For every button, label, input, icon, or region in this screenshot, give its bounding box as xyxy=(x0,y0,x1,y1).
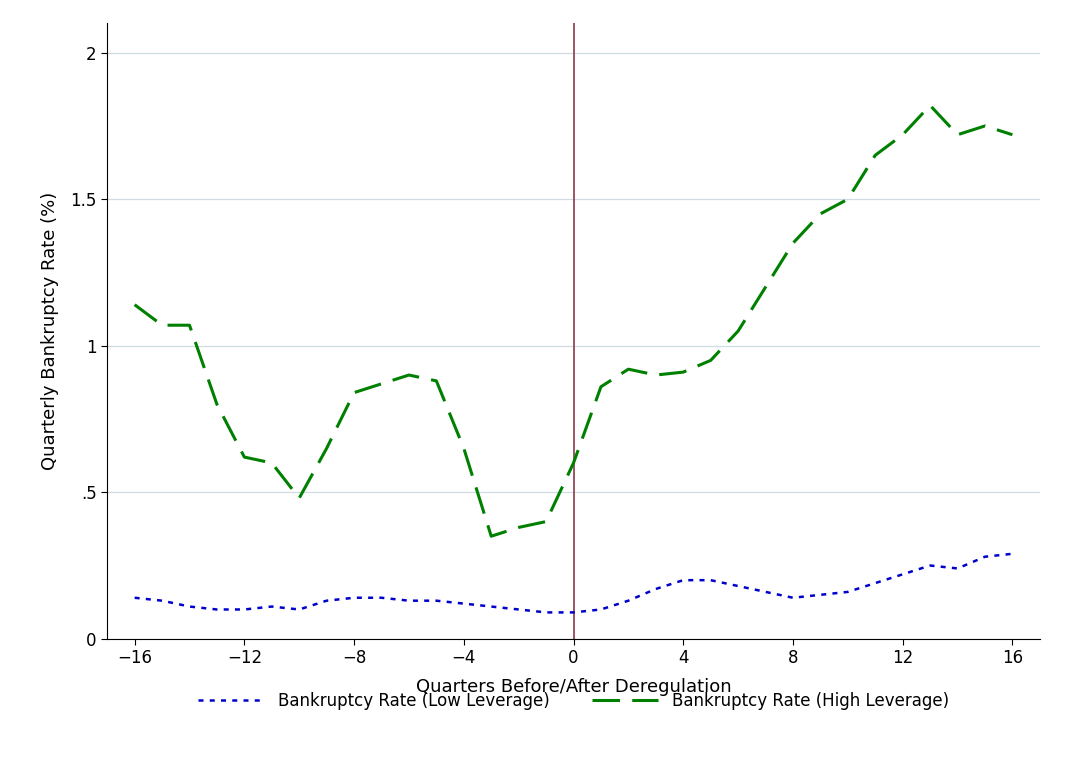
Bankruptcy Rate (High Leverage) xyxy=(402,370,415,379)
Bankruptcy Rate (High Leverage) xyxy=(430,376,443,386)
Bankruptcy Rate (High Leverage) xyxy=(622,365,635,374)
Bankruptcy Rate (Low Leverage) xyxy=(238,605,251,614)
Bankruptcy Rate (Low Leverage) xyxy=(622,596,635,605)
Bankruptcy Rate (Low Leverage) xyxy=(512,605,525,614)
Bankruptcy Rate (Low Leverage) xyxy=(293,605,306,614)
Bankruptcy Rate (Low Leverage) xyxy=(595,605,608,614)
Bankruptcy Rate (High Leverage) xyxy=(842,195,854,204)
Bankruptcy Rate (High Leverage) xyxy=(787,238,800,248)
Bankruptcy Rate (Low Leverage) xyxy=(485,602,497,612)
Y-axis label: Quarterly Bankruptcy Rate (%): Quarterly Bankruptcy Rate (%) xyxy=(42,192,59,471)
Bankruptcy Rate (Low Leverage) xyxy=(129,593,142,602)
Bankruptcy Rate (Low Leverage) xyxy=(321,596,333,605)
Bankruptcy Rate (High Leverage) xyxy=(704,356,717,365)
Bankruptcy Rate (High Leverage) xyxy=(210,400,223,409)
Line: Bankruptcy Rate (Low Leverage): Bankruptcy Rate (Low Leverage) xyxy=(135,554,1012,612)
Bankruptcy Rate (Low Leverage) xyxy=(704,576,717,585)
Bankruptcy Rate (Low Leverage) xyxy=(266,602,279,612)
Bankruptcy Rate (High Leverage) xyxy=(1006,130,1018,139)
Bankruptcy Rate (High Leverage) xyxy=(238,453,251,462)
Bankruptcy Rate (Low Leverage) xyxy=(896,569,909,579)
Bankruptcy Rate (Low Leverage) xyxy=(375,593,388,602)
Bankruptcy Rate (High Leverage) xyxy=(650,370,662,379)
Bankruptcy Rate (Low Leverage) xyxy=(924,561,937,570)
Bankruptcy Rate (High Leverage) xyxy=(567,458,580,467)
Bankruptcy Rate (High Leverage) xyxy=(375,379,388,389)
Bankruptcy Rate (High Leverage) xyxy=(896,130,909,139)
Bankruptcy Rate (Low Leverage) xyxy=(347,593,360,602)
Bankruptcy Rate (High Leverage) xyxy=(293,493,306,502)
Bankruptcy Rate (High Leverage) xyxy=(814,210,827,219)
Bankruptcy Rate (High Leverage) xyxy=(266,458,279,467)
Bankruptcy Rate (High Leverage) xyxy=(458,443,471,453)
Bankruptcy Rate (High Leverage) xyxy=(759,283,772,292)
Bankruptcy Rate (Low Leverage) xyxy=(458,599,471,608)
Bankruptcy Rate (High Leverage) xyxy=(321,443,333,453)
Legend: Bankruptcy Rate (Low Leverage), Bankruptcy Rate (High Leverage): Bankruptcy Rate (Low Leverage), Bankrupt… xyxy=(198,693,949,710)
Bankruptcy Rate (High Leverage) xyxy=(868,150,881,160)
Bankruptcy Rate (Low Leverage) xyxy=(676,576,689,585)
Bankruptcy Rate (High Leverage) xyxy=(129,300,142,309)
Bankruptcy Rate (Low Leverage) xyxy=(842,587,854,597)
Bankruptcy Rate (Low Leverage) xyxy=(759,587,772,597)
Bankruptcy Rate (Low Leverage) xyxy=(402,596,415,605)
Bankruptcy Rate (Low Leverage) xyxy=(787,593,800,602)
Bankruptcy Rate (Low Leverage) xyxy=(183,602,196,612)
Bankruptcy Rate (High Leverage) xyxy=(512,523,525,532)
Bankruptcy Rate (High Leverage) xyxy=(676,368,689,377)
Bankruptcy Rate (Low Leverage) xyxy=(650,584,662,594)
Bankruptcy Rate (Low Leverage) xyxy=(155,596,168,605)
Bankruptcy Rate (Low Leverage) xyxy=(210,605,223,614)
Bankruptcy Rate (Low Leverage) xyxy=(539,608,552,617)
Bankruptcy Rate (High Leverage) xyxy=(924,100,937,110)
Bankruptcy Rate (Low Leverage) xyxy=(814,590,827,600)
Bankruptcy Rate (Low Leverage) xyxy=(868,579,881,588)
Bankruptcy Rate (High Leverage) xyxy=(979,122,992,131)
Bankruptcy Rate (High Leverage) xyxy=(951,130,964,139)
Bankruptcy Rate (High Leverage) xyxy=(485,531,497,541)
Bankruptcy Rate (Low Leverage) xyxy=(1006,549,1018,559)
Bankruptcy Rate (High Leverage) xyxy=(347,388,360,397)
Line: Bankruptcy Rate (High Leverage): Bankruptcy Rate (High Leverage) xyxy=(135,105,1012,536)
Bankruptcy Rate (High Leverage) xyxy=(155,320,168,330)
X-axis label: Quarters Before/After Deregulation: Quarters Before/After Deregulation xyxy=(416,679,731,696)
Bankruptcy Rate (Low Leverage) xyxy=(567,608,580,617)
Bankruptcy Rate (High Leverage) xyxy=(595,382,608,391)
Bankruptcy Rate (Low Leverage) xyxy=(430,596,443,605)
Bankruptcy Rate (High Leverage) xyxy=(732,326,745,336)
Bankruptcy Rate (Low Leverage) xyxy=(951,564,964,573)
Bankruptcy Rate (High Leverage) xyxy=(183,320,196,330)
Bankruptcy Rate (High Leverage) xyxy=(539,517,552,527)
Bankruptcy Rate (Low Leverage) xyxy=(732,581,745,590)
Bankruptcy Rate (Low Leverage) xyxy=(979,552,992,562)
